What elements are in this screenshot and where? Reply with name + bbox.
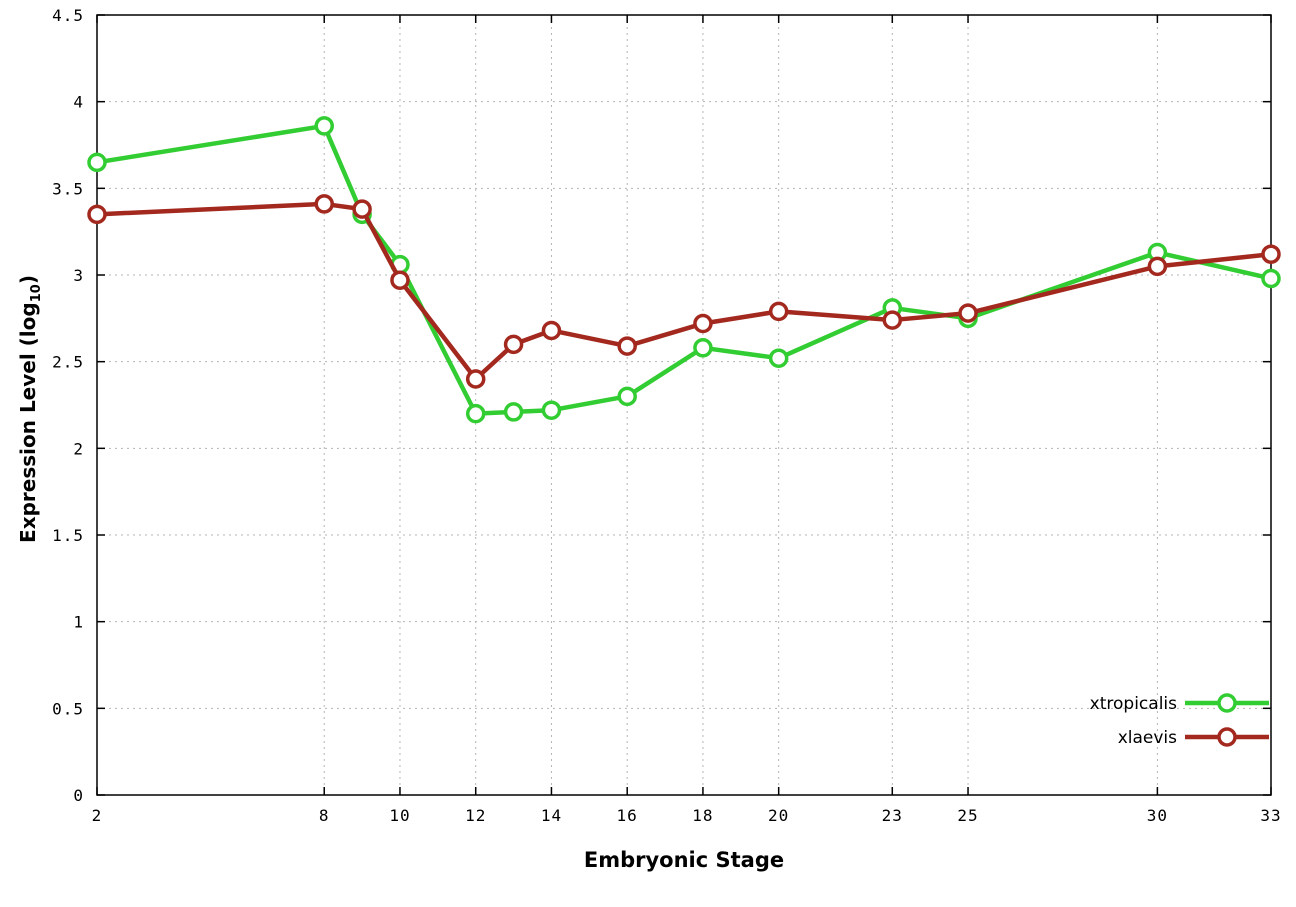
legend-label-xtropicalis: xtropicalis [1090,694,1177,714]
data-point-xlaevis [958,303,978,323]
legend-sample-marker-xtropicalis [1217,693,1237,713]
legend-sample-marker-xlaevis [1217,727,1237,747]
data-point-xlaevis [465,369,486,389]
x-tick-label: 25 [957,806,978,825]
data-point-xlaevis [693,313,713,334]
y-axis-title-text: Expression Level (log [16,302,40,543]
x-tick-label: 20 [768,806,789,825]
data-point-xtropicalis [541,400,562,420]
x-tick-label: 33 [1260,806,1281,825]
y-axis-title-subscript: 10 [29,284,44,303]
x-tick-label: 14 [541,806,562,825]
y-axis-title-suffix: ) [16,275,40,285]
x-tick-label: 18 [692,806,713,825]
data-point-xlaevis [768,301,789,322]
data-point-xtropicalis [314,116,334,136]
data-point-xlaevis [617,336,637,356]
data-point-xlaevis [541,320,562,341]
data-point-xtropicalis [87,152,107,173]
data-point-xtropicalis [693,338,713,358]
data-point-xlaevis [314,194,334,214]
y-tick-label: 0 [73,786,84,805]
x-tick-label: 16 [617,806,638,825]
x-tick-label: 12 [465,806,486,825]
y-tick-label: 4.5 [52,6,84,25]
y-tick-label: 3.5 [52,179,84,198]
y-axis-title: Expression Level (log10) [16,209,44,609]
y-tick-label: 1 [73,613,84,632]
y-tick-label: 4 [73,93,84,112]
x-tick-label: 30 [1147,806,1168,825]
data-point-xlaevis [87,204,107,225]
x-axis-title: Embryonic Stage [583,848,785,872]
legend-label-xlaevis: xlaevis [1118,728,1177,748]
x-tick-label: 2 [92,806,103,825]
data-point-xlaevis [1261,244,1281,264]
x-tick-label: 10 [389,806,410,825]
data-point-xlaevis [1147,256,1168,277]
data-point-xtropicalis [465,403,486,424]
data-point-xtropicalis [1261,268,1281,289]
x-tick-label: 23 [882,806,903,825]
data-point-xlaevis [503,334,524,355]
series-line-xlaevis [94,201,1274,382]
plot-border [96,14,1272,796]
data-point-xlaevis [352,199,372,219]
data-point-xtropicalis [503,402,524,422]
y-tick-label: 0.5 [52,699,84,718]
y-tick-label: 3 [73,266,84,285]
y-tick-label: 1.5 [52,526,84,545]
y-tick-label: 2 [73,439,84,458]
x-tick-label: 8 [319,806,330,825]
data-point-xlaevis [390,270,410,290]
data-point-xtropicalis [768,348,789,368]
data-point-xtropicalis [617,386,637,407]
y-tick-label: 2.5 [52,353,84,372]
data-point-xlaevis [882,310,903,330]
